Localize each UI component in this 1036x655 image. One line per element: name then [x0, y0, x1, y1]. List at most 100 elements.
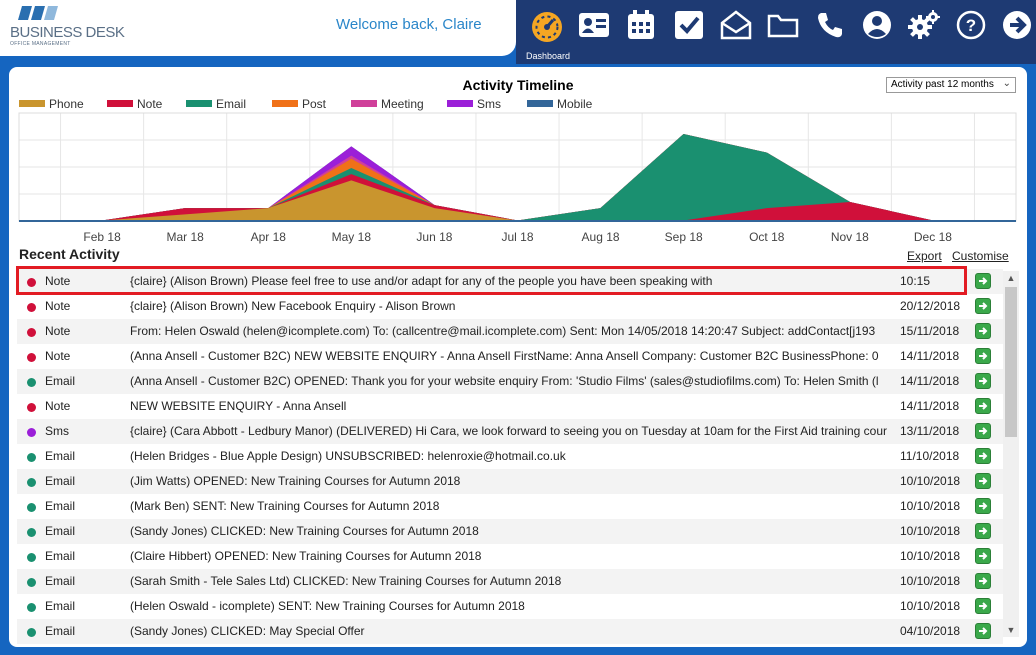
activity-type-dot-icon: [27, 628, 36, 637]
scroll-thumb[interactable]: [1005, 287, 1017, 437]
activity-description: (Mark Ben) SENT: New Training Courses fo…: [130, 499, 440, 513]
activity-row[interactable]: Note (Anna Ansell - Customer B2C) NEW WEB…: [17, 344, 1003, 369]
export-link[interactable]: Export: [907, 249, 942, 263]
legend-item-phone[interactable]: Phone: [19, 97, 84, 111]
activity-description: (Anna Ansell - Customer B2C) OPENED: Tha…: [130, 374, 879, 388]
customise-link[interactable]: Customise: [952, 249, 1009, 263]
activity-description: (Sandy Jones) CLICKED: New Training Cour…: [130, 524, 479, 538]
logout-arrow-icon[interactable]: [999, 7, 1035, 43]
legend-item-note[interactable]: Note: [107, 97, 162, 111]
activity-description: {claire} (Cara Abbott - Ledbury Manor) (…: [130, 424, 888, 438]
activity-row[interactable]: Email (Anna Ansell - Customer B2C) OPENED…: [17, 369, 1003, 394]
legend-item-sms[interactable]: Sms: [447, 97, 501, 111]
x-tick-label: Aug 18: [582, 230, 620, 244]
activity-type-dot-icon: [27, 478, 36, 487]
open-activity-arrow-icon[interactable]: [975, 523, 991, 539]
x-tick-label: Dec 18: [914, 230, 952, 244]
activity-row[interactable]: Email (Sarah Smith - Tele Sales Ltd) CLIC…: [17, 569, 1003, 594]
scroll-down-icon[interactable]: ▼: [1006, 625, 1016, 635]
activity-row[interactable]: Email (Helen Bridges - Blue Apple Design)…: [17, 444, 1003, 469]
calendar-icon[interactable]: [623, 7, 659, 43]
activity-description: (Helen Oswald - icomplete) SENT: New Tra…: [130, 599, 525, 613]
logo[interactable]: BUSINESS DESK OFFICE MANAGEMENT: [10, 6, 125, 48]
activity-type: Email: [45, 524, 76, 538]
folder-icon[interactable]: [765, 7, 801, 43]
activity-type-dot-icon: [27, 378, 36, 387]
open-activity-arrow-icon[interactable]: [975, 273, 991, 289]
open-activity-arrow-icon[interactable]: [975, 373, 991, 389]
x-tick-label: Jul 18: [501, 230, 533, 244]
legend-item-mobile[interactable]: Mobile: [527, 97, 592, 111]
activity-type: Email: [45, 549, 76, 563]
open-activity-arrow-icon[interactable]: [975, 448, 991, 464]
phone-icon[interactable]: [812, 7, 848, 43]
open-activity-arrow-icon[interactable]: [975, 423, 991, 439]
open-activity-arrow-icon[interactable]: [975, 323, 991, 339]
scroll-up-icon[interactable]: ▲: [1006, 273, 1016, 283]
open-activity-arrow-icon[interactable]: [975, 598, 991, 614]
activity-description: (Jim Watts) OPENED: New Training Courses…: [130, 474, 461, 488]
activity-description: (Claire Hibbert) OPENED: New Training Co…: [130, 549, 482, 563]
activity-row[interactable]: Note From: Helen Oswald (helen@icomplete.…: [17, 319, 1003, 344]
activity-date: 10/10/2018: [900, 474, 961, 488]
activity-type-dot-icon: [27, 303, 36, 312]
activity-description: (Sarah Smith - Tele Sales Ltd) CLICKED: …: [130, 574, 562, 588]
activity-row[interactable]: Note {claire} (Alison Brown) New Facebook…: [17, 294, 1003, 319]
activity-date: 10/10/2018: [900, 599, 961, 613]
activity-date: 14/11/2018: [900, 399, 960, 413]
activity-description: From: Helen Oswald (helen@icomplete.com)…: [130, 324, 876, 338]
logo-bars-icon: [18, 6, 58, 20]
activity-type: Email: [45, 499, 76, 513]
activity-type-dot-icon: [27, 553, 36, 562]
activity-range-select[interactable]: Activity past 12 months ⌄: [886, 77, 1016, 93]
activity-row[interactable]: Note {claire} (Alison Brown) Please feel …: [17, 269, 1003, 294]
activity-row[interactable]: Note NEW WEBSITE ENQUIRY - Anna Ansell 14/…: [17, 394, 1003, 419]
user-account-icon[interactable]: [859, 7, 895, 43]
activity-type: Note: [45, 299, 71, 313]
open-activity-arrow-icon[interactable]: [975, 623, 991, 639]
open-activity-arrow-icon[interactable]: [975, 298, 991, 314]
open-activity-arrow-icon[interactable]: [975, 398, 991, 414]
activity-type: Email: [45, 599, 76, 613]
open-activity-arrow-icon[interactable]: [975, 548, 991, 564]
activity-type: Email: [45, 574, 76, 588]
help-icon[interactable]: ?: [953, 7, 989, 43]
legend-item-meeting[interactable]: Meeting: [351, 97, 424, 111]
mail-open-icon[interactable]: [718, 7, 754, 43]
recent-activity-title: Recent Activity: [19, 246, 120, 262]
activity-type-dot-icon: [27, 603, 36, 612]
open-activity-arrow-icon[interactable]: [975, 573, 991, 589]
activity-type: Sms: [45, 424, 69, 438]
dashboard-gauge-icon[interactable]: [529, 7, 565, 43]
tasks-check-icon[interactable]: [671, 7, 707, 43]
x-tick-label: Apr 18: [251, 230, 287, 244]
x-tick-label: Sep 18: [665, 230, 703, 244]
activity-row[interactable]: Email (Helen Oswald - icomplete) SENT: Ne…: [17, 594, 1003, 619]
activity-timeline-chart: Feb 18 Mar 18 Apr 18 May 18 Jun 18 Jul 18 Aug …: [18, 112, 1017, 244]
logo-tagline: OFFICE MANAGEMENT: [10, 41, 71, 47]
activity-date: 10:15: [900, 274, 931, 288]
contacts-card-icon[interactable]: [576, 7, 612, 43]
svg-text:?: ?: [966, 16, 976, 35]
activity-row[interactable]: Email (Jim Watts) OPENED: New Training Co…: [17, 469, 1003, 494]
activity-date: 14/11/2018: [900, 349, 960, 363]
header-bar: [0, 0, 516, 56]
open-activity-arrow-icon[interactable]: [975, 348, 991, 364]
activity-description: (Anna Ansell - Customer B2C) NEW WEBSITE…: [130, 349, 879, 363]
activity-range-value: Activity past 12 months: [891, 79, 994, 90]
activity-row[interactable]: Email (Sandy Jones) CLICKED: May Special …: [17, 619, 1003, 644]
list-scrollbar[interactable]: ▲ ▼: [1003, 271, 1019, 637]
activity-row[interactable]: Email (Claire Hibbert) OPENED: New Traini…: [17, 544, 1003, 569]
activity-row[interactable]: Email (Sandy Jones) CLICKED: New Training…: [17, 519, 1003, 544]
x-tick-label: Oct 18: [749, 230, 785, 244]
activity-row[interactable]: Sms {claire} (Cara Abbott - Ledbury Manor…: [17, 419, 1003, 444]
settings-gears-icon[interactable]: [906, 7, 942, 43]
open-activity-arrow-icon[interactable]: [975, 473, 991, 489]
legend-item-post[interactable]: Post: [272, 97, 326, 111]
activity-row[interactable]: Email (Mark Ben) SENT: New Training Cours…: [17, 494, 1003, 519]
x-tick-label: Feb 18: [83, 230, 121, 244]
legend-item-email[interactable]: Email: [186, 97, 246, 111]
open-activity-arrow-icon[interactable]: [975, 498, 991, 514]
activity-date: 11/10/2018: [900, 449, 960, 463]
activity-description: (Sandy Jones) CLICKED: May Special Offer: [130, 624, 365, 638]
